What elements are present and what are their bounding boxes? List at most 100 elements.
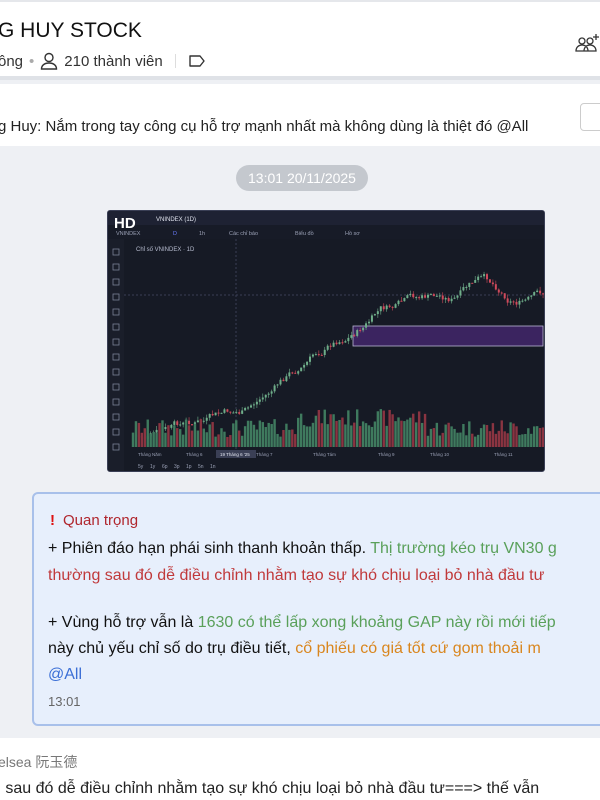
candle [211, 413, 214, 416]
candle [291, 372, 294, 374]
message-bubble[interactable]: ! Quan trọng + Phiên đáo hạn phái sinh t… [32, 492, 600, 726]
volume-bar [161, 420, 164, 447]
candle [444, 298, 447, 300]
volume-bar [429, 428, 433, 447]
volume-bar [468, 421, 471, 447]
volume-bar [297, 417, 300, 447]
pinned-message-text[interactable]: g Huy: Nắm trong tay công cụ hỗ trợ mạnh… [0, 118, 529, 135]
volume-bar [358, 426, 362, 447]
candle [518, 300, 521, 305]
support-zone [352, 325, 544, 347]
candle [356, 330, 359, 336]
volume-bar [155, 432, 158, 447]
group-status: ông [0, 52, 24, 70]
volume-bar [420, 422, 424, 447]
volume-bar [347, 410, 350, 447]
crosshair-date-bg [216, 450, 256, 458]
candle [497, 289, 500, 293]
candle [421, 295, 424, 299]
volume-bar [270, 424, 273, 447]
volume-bar [314, 415, 318, 447]
next-message-area [0, 738, 600, 800]
candle [382, 306, 385, 310]
chart-image[interactable]: HD VNINDEX (1D) VNINDEX D 1h Các chỉ báo Biểu… [107, 210, 545, 472]
volume-bar [485, 425, 489, 447]
candle [155, 429, 158, 433]
member-count[interactable]: 210 thành viên [64, 52, 163, 70]
candle [300, 367, 303, 372]
volume-bar [261, 422, 264, 447]
volume-bar [202, 428, 205, 447]
group-title[interactable]: G HUY STOCK [0, 19, 142, 42]
text-green: 1630 có thể lấp xong khoảng GAP này rồi … [197, 614, 556, 631]
date-separator: 13:01 20/11/2025 [236, 165, 368, 191]
volume-bar [426, 435, 430, 447]
volume-bar [279, 436, 282, 447]
candle [285, 376, 288, 382]
chart-screenshot: VNINDEX (1D) VNINDEX D 1h Các chỉ báo Biểu đồ… [108, 211, 544, 471]
volume-bar [509, 422, 512, 447]
candle [273, 385, 276, 392]
volume-bar [503, 431, 506, 447]
volume-bar [137, 422, 141, 447]
volume-bar [199, 419, 203, 447]
candle [388, 305, 391, 307]
volume-bar [190, 430, 194, 447]
candle [347, 337, 350, 342]
candle [335, 342, 338, 345]
candle [326, 345, 329, 350]
range-button: 6p [162, 464, 168, 470]
candle [344, 341, 347, 343]
range-button: 1y [150, 464, 156, 470]
volume-bar [394, 421, 397, 447]
volume-bar [184, 419, 188, 447]
volume-bar [353, 422, 356, 447]
volume-bar [196, 430, 200, 447]
volume-bar [465, 435, 468, 447]
candle [332, 342, 335, 347]
sender-name[interactable]: elsea 阮玉德 [0, 754, 78, 770]
tag-icon[interactable] [188, 54, 206, 68]
text-orange: cổ phiếu có giá tốt cứ gom thoải m [295, 640, 541, 657]
x-axis-label: Tháng 6 [186, 452, 203, 457]
candle [480, 276, 483, 278]
candle [521, 300, 524, 302]
candle [223, 409, 226, 413]
candle [394, 304, 397, 308]
candle [282, 379, 285, 382]
volume-bar [533, 426, 536, 447]
candle [542, 293, 544, 295]
x-axis-label: Tháng Tám [313, 452, 336, 457]
pinned-action-button[interactable] [580, 103, 600, 131]
candle [182, 422, 185, 425]
text-green: Thị trường kéo trụ VN30 g [370, 540, 557, 557]
volume-bar [294, 434, 297, 447]
candle [488, 279, 491, 283]
volume-bar [187, 425, 191, 447]
volume-bar [323, 409, 326, 447]
add-group-icon[interactable] [574, 32, 600, 56]
volume-bar [491, 423, 495, 447]
candle [527, 296, 530, 300]
volume-bar [423, 413, 427, 447]
candle [486, 274, 488, 280]
important-text: Quan trọng [63, 512, 139, 529]
candle [491, 282, 494, 285]
volume-bar [335, 420, 338, 447]
range-button: 5n [198, 464, 204, 470]
candle [465, 286, 468, 288]
volume-bar [143, 428, 146, 447]
volume-bar [400, 420, 403, 447]
mention-all[interactable]: @All [48, 666, 83, 683]
tool-icon [112, 428, 120, 436]
volume-bar [376, 411, 380, 447]
volume-bar [338, 419, 341, 447]
volume-bar [515, 426, 518, 447]
candle [341, 342, 344, 344]
candle [188, 420, 191, 425]
volume-bar [350, 425, 353, 447]
candle [202, 420, 205, 422]
toolbar-item: D [173, 231, 177, 237]
pinned-message-bar[interactable] [0, 84, 600, 146]
volume-bar [459, 432, 462, 447]
